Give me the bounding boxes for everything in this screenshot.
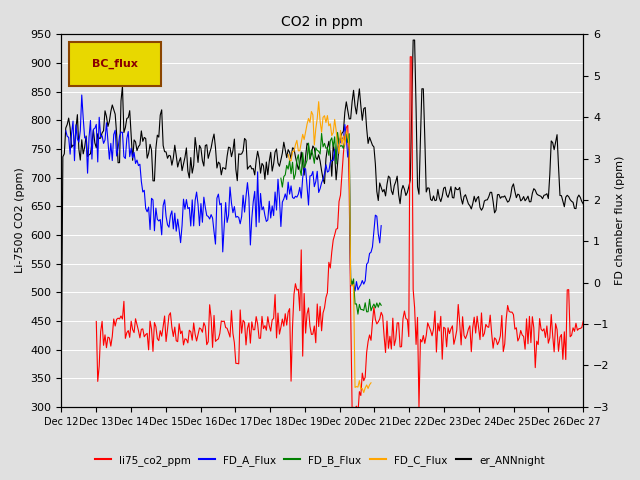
Y-axis label: FD chamber flux (ppm): FD chamber flux (ppm) <box>615 156 625 285</box>
Text: BC_flux: BC_flux <box>92 58 138 69</box>
Legend: li75_co2_ppm, FD_A_Flux, FD_B_Flux, FD_C_Flux, er_ANNnight: li75_co2_ppm, FD_A_Flux, FD_B_Flux, FD_C… <box>91 451 549 470</box>
Title: CO2 in ppm: CO2 in ppm <box>282 15 364 29</box>
FancyBboxPatch shape <box>69 42 161 86</box>
Y-axis label: Li-7500 CO2 (ppm): Li-7500 CO2 (ppm) <box>15 168 25 274</box>
